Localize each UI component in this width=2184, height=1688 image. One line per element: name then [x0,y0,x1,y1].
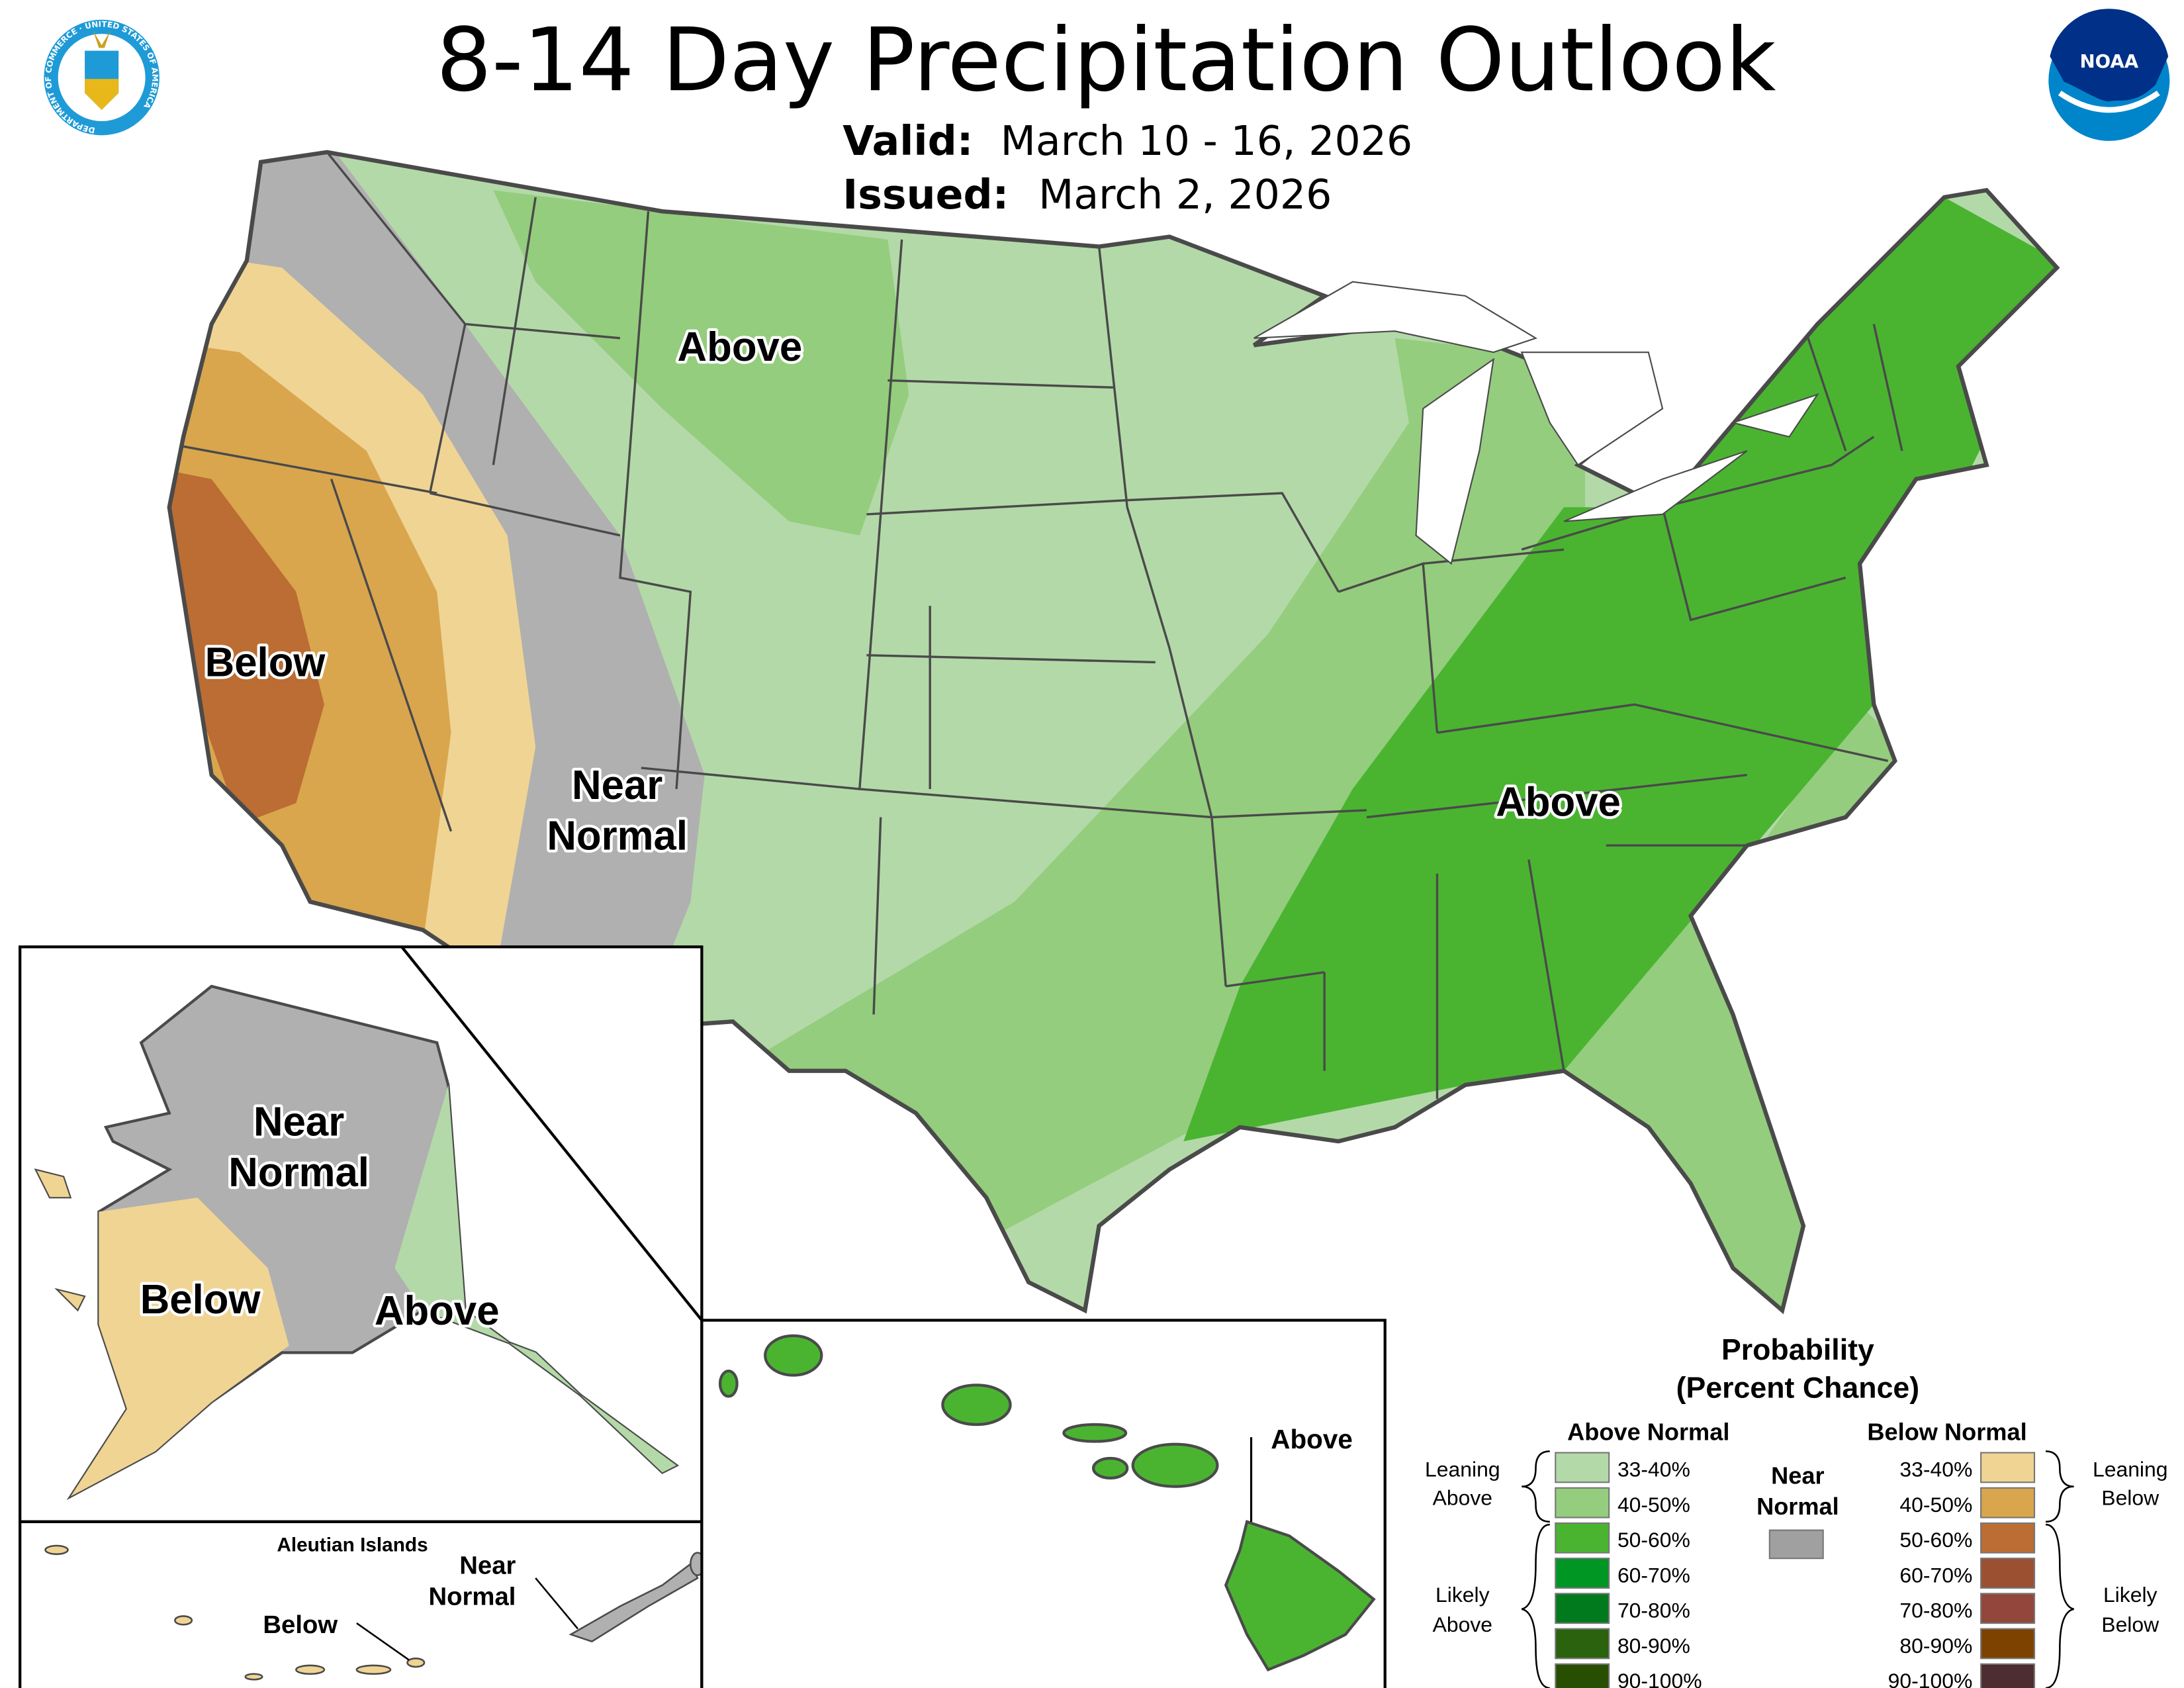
region-above-40-50-north [493,190,909,536]
aleutian-label-near-line1: Near [459,1552,516,1580]
legend-range-below: 70-80% [1899,1599,1972,1622]
legend-swatch-below-50-60 [1980,1522,2036,1554]
legend-range-above: 90-100% [1617,1669,1702,1688]
legend-range-above: 50-60% [1617,1528,1690,1552]
legend-range-above: 70-80% [1617,1599,1690,1622]
aleutian-inset: Aleutian Islands Near Normal Below [19,1520,705,1688]
legend-range-below: 33-40% [1899,1458,1972,1481]
great-lakes [1253,281,1819,565]
legend-range-below: 60-70% [1899,1563,1972,1587]
legend-range-below: 80-90% [1899,1634,1972,1658]
legend-range-above: 40-50% [1617,1493,1690,1517]
legend-swatch-below-60-70 [1980,1558,2036,1589]
commerce-seal-logo: DEPARTMENT OF COMMERCE · UNITED STATES O… [44,19,159,136]
legend-swatch-above-33-40 [1555,1452,1610,1483]
legend-likely-above-line2: Above [1433,1613,1492,1636]
ak-label-above: Above [375,1288,500,1334]
legend-range-below: 40-50% [1899,1493,1972,1517]
issued-label: Issued: [842,171,1009,218]
legend-swatch-above-50-60 [1555,1522,1610,1554]
legend-swatch-above-80-90 [1555,1628,1610,1660]
label-above-north: Above [678,324,803,370]
noaa-logo: NOAA [2048,9,2170,141]
legend-leaning-below-line1: Leaning [2093,1458,2168,1481]
map-title: 8-14 Day Precipitation Outlook [436,10,1776,111]
legend-leaning-above-line2: Above [1433,1485,1492,1509]
legend-near-normal-swatch [1768,1529,1824,1560]
legend-range-above: 80-90% [1617,1634,1690,1658]
ak-label-near-line1: Near [253,1100,344,1145]
valid-value: March 10 - 16, 2026 [1001,117,1413,165]
legend-leaning-above-line1: Leaning [1425,1458,1500,1481]
legend-below-header: Below Normal [1867,1418,2026,1445]
label-above-east: Above [1496,779,1621,825]
legend-likely-below-line1: Likely [2103,1583,2158,1607]
hawaii-label-above: Above [1271,1424,1353,1454]
legend-swatch-above-60-70 [1555,1558,1610,1589]
legend: Probability (Percent Chance) Above Norma… [1425,1334,2168,1688]
legend-swatch-below-70-80 [1980,1593,2036,1624]
region-above-40-50-central [733,338,1585,1241]
legend-range-below: 90-100% [1888,1669,1973,1688]
legend-below-rows: 33-40% 40-50% 50-60% 60-70% 70-80% 80-90% 90-1… [1888,1452,2036,1688]
legend-braces [1521,1450,2075,1688]
legend-likely-below-line2: Below [2101,1613,2160,1636]
legend-likely-above-line1: Likely [1435,1583,1490,1607]
legend-swatch-below-40-50 [1980,1487,2036,1519]
aleutian-label-near-line2: Normal [428,1582,516,1611]
legend-range-above: 33-40% [1617,1458,1690,1481]
ak-label-below: Below [140,1277,261,1323]
legend-swatch-below-90-100 [1980,1663,2036,1688]
aleutian-title: Aleutian Islands [277,1534,428,1556]
legend-above-rows: 33-40% 40-50% 50-60% 60-70% 70-80% 80-90% 90-1… [1555,1452,1702,1688]
legend-range-below: 50-60% [1899,1528,1972,1552]
label-near-normal-line1: Near [572,763,662,808]
legend-swatch-below-80-90 [1980,1628,2036,1660]
label-below-west: Below [205,640,326,686]
legend-range-above: 60-70% [1617,1563,1690,1587]
legend-swatch-above-70-80 [1555,1593,1610,1624]
legend-near-line1: Near [1771,1462,1824,1489]
alaska-inset: Near Normal Below Above [19,945,704,1523]
aleutian-label-below: Below [263,1611,338,1639]
issued-value: March 2, 2026 [1038,171,1332,218]
legend-swatch-below-33-40 [1980,1452,2036,1483]
legend-leaning-below-line2: Below [2101,1485,2160,1509]
noaa-logo-text: NOAA [2079,50,2138,72]
valid-label: Valid: [842,117,973,165]
region-below-50-60 [169,465,324,825]
legend-swatch-above-40-50 [1555,1487,1610,1519]
ak-label-near-line2: Normal [228,1150,369,1196]
legend-above-header: Above Normal [1567,1418,1729,1445]
region-above-50-60 [1183,197,2058,1142]
legend-swatch-above-90-100 [1555,1663,1610,1688]
legend-title-line2: (Percent Chance) [1676,1372,1920,1405]
label-near-normal-line2: Normal [547,814,688,859]
legend-title-line1: Probability [1721,1334,1874,1366]
hawaii-inset: Above [700,1319,1387,1688]
legend-near-line2: Normal [1756,1493,1839,1520]
